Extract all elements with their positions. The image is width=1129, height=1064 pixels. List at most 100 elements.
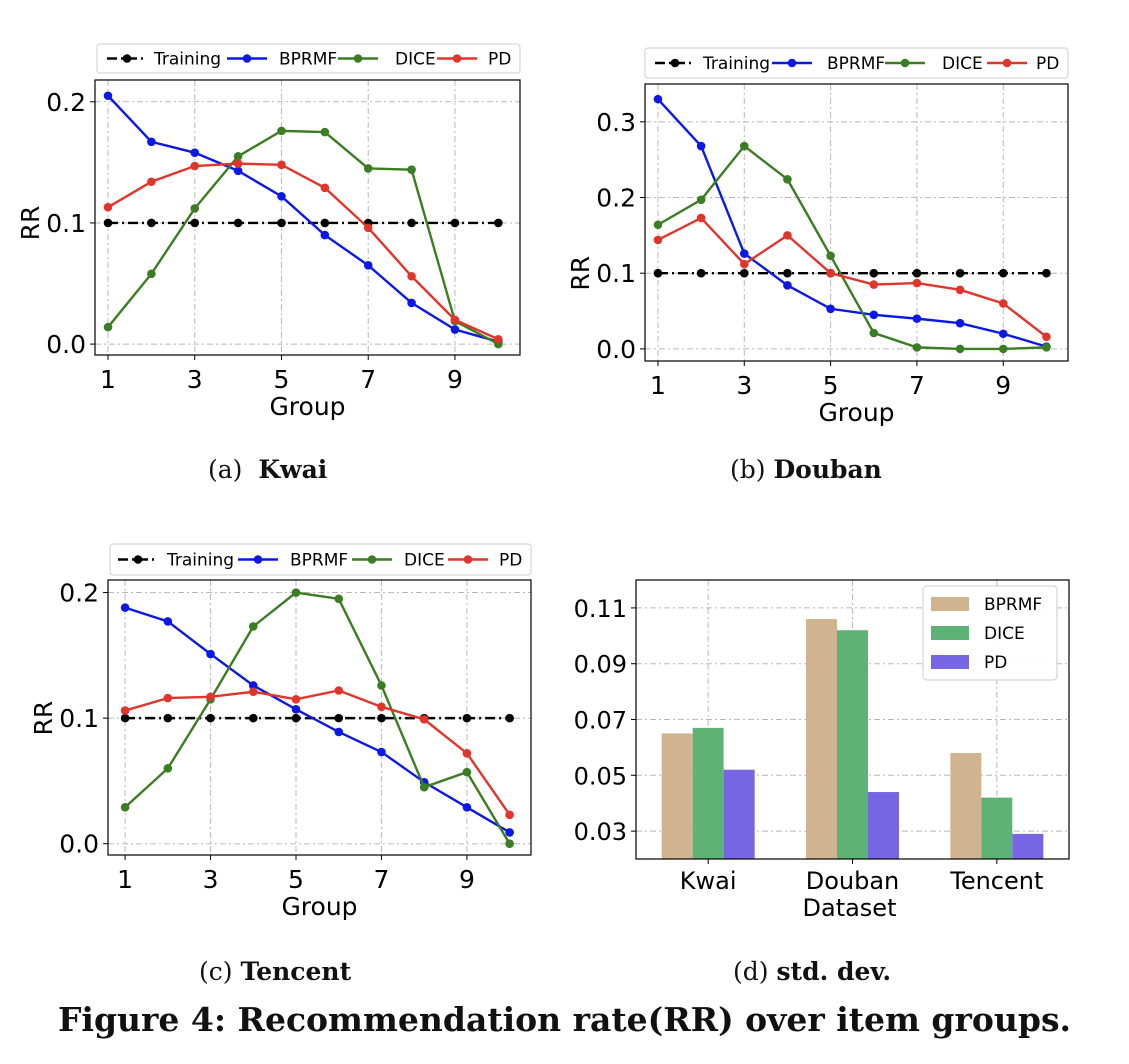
point-training <box>912 268 922 278</box>
point-training <box>277 218 286 228</box>
y-tick-label: 0.3 <box>596 108 636 137</box>
bar-bprmf-tencent <box>950 752 982 859</box>
point-dice <box>163 764 173 773</box>
series-line-pd <box>107 162 499 341</box>
point-bprmf <box>462 802 472 812</box>
y-tick-label: 0.0 <box>59 830 99 859</box>
point-bprmf <box>407 298 416 308</box>
bar-bprmf-kwai <box>661 733 693 859</box>
legend-label-dice: DICE <box>395 50 436 70</box>
point-training <box>407 218 416 228</box>
legend-box <box>109 543 532 576</box>
bar-pd-kwai <box>723 769 755 859</box>
point-pd <box>190 161 200 171</box>
point-training <box>248 713 258 723</box>
x-tick-label: 1 <box>117 865 133 894</box>
caption-a: (a) Kwai <box>208 455 328 484</box>
point-bprmf <box>653 94 663 104</box>
point-dice <box>869 328 879 338</box>
point-pd <box>291 694 301 704</box>
y-tick-label: 0.1 <box>596 259 636 288</box>
bar-dice-kwai <box>692 727 724 859</box>
point-training <box>206 713 215 723</box>
legend: Training BPRMF DICE PD <box>109 543 532 576</box>
y-tick-label: 0.03 <box>574 818 627 846</box>
x-tick-label: 5 <box>823 371 839 400</box>
point-training <box>696 268 706 278</box>
point-pd <box>955 285 965 295</box>
point-dice <box>783 175 792 184</box>
legend: Training BPRMF DICE PD <box>96 43 521 74</box>
x-tick-label: 3 <box>736 371 752 400</box>
series-line-dice <box>657 144 1047 351</box>
legend-marker-pd <box>452 54 462 63</box>
point-dice <box>291 588 301 597</box>
legend-label-dice: DICE <box>984 624 1025 644</box>
point-pd <box>147 177 156 187</box>
point-bprmf <box>998 329 1008 339</box>
x-tick-label: 9 <box>459 865 475 894</box>
point-pd <box>120 706 130 715</box>
point-bprmf <box>163 617 173 626</box>
bar-dice-douban <box>837 630 868 859</box>
y-tick-label: 0.09 <box>574 651 627 679</box>
legend-marker-training <box>133 555 143 564</box>
x-tick-label: 3 <box>203 865 219 894</box>
point-bprmf <box>739 249 749 258</box>
point-bprmf <box>190 148 200 157</box>
point-training <box>955 268 965 278</box>
y-axis-label: RR <box>566 256 595 291</box>
point-dice <box>120 802 130 812</box>
point-dice <box>505 839 514 848</box>
point-pd <box>696 213 706 223</box>
point-bprmf <box>103 91 113 101</box>
point-pd <box>998 299 1008 308</box>
point-bprmf <box>120 603 130 612</box>
point-dice <box>1042 343 1051 352</box>
plot-frame <box>107 579 532 856</box>
x-tick-label: 3 <box>187 365 203 394</box>
point-bprmf <box>869 310 879 320</box>
point-dice <box>826 251 835 261</box>
point-bprmf <box>291 705 301 714</box>
point-dice <box>363 164 373 173</box>
series-line-bprmf <box>657 98 1047 348</box>
point-bprmf <box>826 304 835 314</box>
point-training <box>653 268 663 278</box>
point-bprmf <box>955 318 965 328</box>
series-line-dice <box>124 591 511 845</box>
legend-label-training: Training <box>702 54 770 74</box>
legend-marker-training <box>122 54 132 63</box>
point-training <box>147 218 156 228</box>
legend-label-pd: PD <box>499 551 522 571</box>
point-training <box>869 268 879 278</box>
point-pd <box>505 810 514 820</box>
point-training <box>783 268 792 278</box>
y-tick-label: 0.07 <box>574 707 627 735</box>
legend-swatch-dice <box>931 626 969 640</box>
bar-bprmf-douban <box>806 619 837 859</box>
point-dice <box>912 343 922 352</box>
point-training <box>1042 268 1051 278</box>
bar-dice-tencent <box>981 797 1013 859</box>
legend-label-bprmf: BPRMF <box>984 595 1042 615</box>
y-tick-label: 0.05 <box>574 762 627 790</box>
point-pd <box>363 223 373 233</box>
series-line-bprmf <box>107 94 499 343</box>
legend-label-bprmf: BPRMF <box>290 551 348 571</box>
point-pd <box>419 715 429 724</box>
point-bprmf <box>505 828 514 837</box>
x-axis-label: Dataset <box>803 894 897 922</box>
chart-d-group: 0.03 0.05 0.07 0.09 0.11 Kwai Douban Tencent Dat… <box>574 579 1070 922</box>
chart-b-group: 0.0 0.1 0.2 0.3 1 3 5 7 9 Group RR Training BPRMF DIC… <box>566 47 1069 427</box>
point-dice <box>147 269 156 279</box>
point-dice <box>248 622 258 631</box>
point-pd <box>407 271 416 281</box>
point-dice <box>739 141 749 151</box>
legend-marker-bprmf <box>253 555 263 564</box>
point-pd <box>826 268 835 278</box>
legend-box <box>644 47 1069 79</box>
point-bprmf <box>233 166 243 176</box>
point-training <box>494 218 503 228</box>
point-bprmf <box>377 747 386 757</box>
